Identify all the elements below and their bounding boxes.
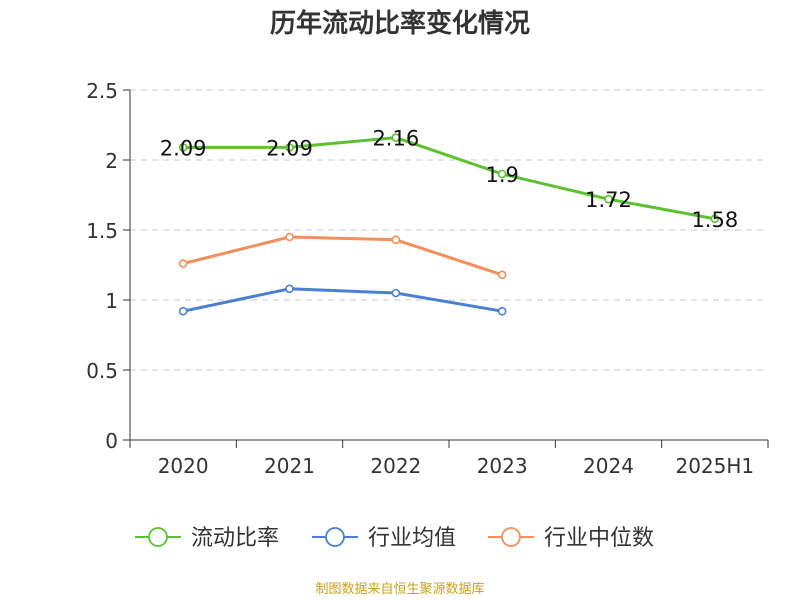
data-point bbox=[285, 143, 294, 152]
data-point bbox=[178, 306, 188, 316]
data-point bbox=[710, 214, 720, 224]
data-point bbox=[497, 270, 507, 280]
series-line bbox=[182, 235, 503, 277]
y-tick-label: 0.5 bbox=[86, 359, 118, 383]
y-tick-label: 1.5 bbox=[86, 219, 118, 243]
legend-label: 流动比率 bbox=[191, 526, 279, 551]
data-label: 1.72 bbox=[585, 188, 632, 212]
data-point bbox=[497, 306, 507, 316]
data-label: 2.09 bbox=[266, 136, 313, 160]
legend-label: 行业均值 bbox=[368, 526, 456, 551]
data-label: 1.9 bbox=[485, 163, 518, 187]
y-tick-label: 1 bbox=[105, 289, 118, 313]
data-point bbox=[285, 232, 294, 242]
x-tick-label: 2021 bbox=[264, 454, 315, 478]
data-source-note: 制图数据来自恒生聚源数据库 bbox=[315, 582, 485, 597]
x-tick-label: 2024 bbox=[583, 454, 634, 478]
legend-label: 行业中位数 bbox=[544, 526, 654, 551]
data-point bbox=[178, 259, 188, 268]
legend-marker bbox=[325, 527, 345, 547]
data-label: 1.58 bbox=[691, 208, 738, 232]
y-tick-label: 2 bbox=[105, 149, 118, 173]
data-point bbox=[285, 284, 294, 294]
y-tick-label: 0 bbox=[105, 429, 118, 453]
legend-marker bbox=[501, 527, 521, 547]
x-tick-label: 2022 bbox=[370, 454, 421, 478]
data-point bbox=[391, 288, 401, 298]
x-tick-label: 2020 bbox=[158, 454, 209, 478]
data-point bbox=[391, 133, 401, 142]
series-line bbox=[182, 287, 503, 313]
data-point bbox=[497, 169, 507, 179]
chart-title: 历年流动比率变化情况 bbox=[270, 8, 530, 39]
legend-marker bbox=[148, 527, 168, 547]
data-point bbox=[178, 143, 188, 152]
data-point bbox=[391, 235, 401, 245]
data-point bbox=[604, 194, 613, 204]
data-label: 2.16 bbox=[372, 127, 419, 151]
series-line bbox=[183, 136, 716, 221]
data-label: 2.09 bbox=[160, 136, 207, 160]
y-tick-label: 2.5 bbox=[86, 79, 118, 103]
x-tick-label: 2025H1 bbox=[675, 454, 754, 478]
x-tick-label: 2023 bbox=[477, 454, 528, 478]
